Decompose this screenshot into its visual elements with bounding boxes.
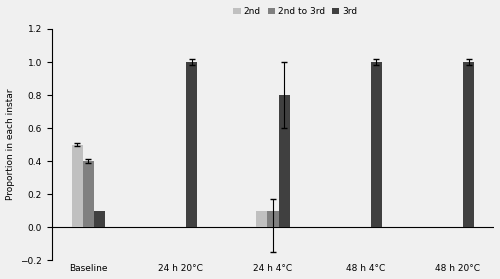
Bar (268, 211, 278, 227)
Bar (83, 161, 94, 227)
Bar (278, 95, 289, 227)
Y-axis label: Proportion in each instar: Proportion in each instar (6, 89, 15, 200)
Bar (463, 62, 474, 227)
Legend: 2nd, 2nd to 3rd, 3rd: 2nd, 2nd to 3rd, 3rd (230, 3, 360, 20)
Bar (94, 211, 105, 227)
Bar (72, 145, 83, 227)
Bar (371, 62, 382, 227)
Bar (186, 62, 198, 227)
Bar (256, 211, 268, 227)
